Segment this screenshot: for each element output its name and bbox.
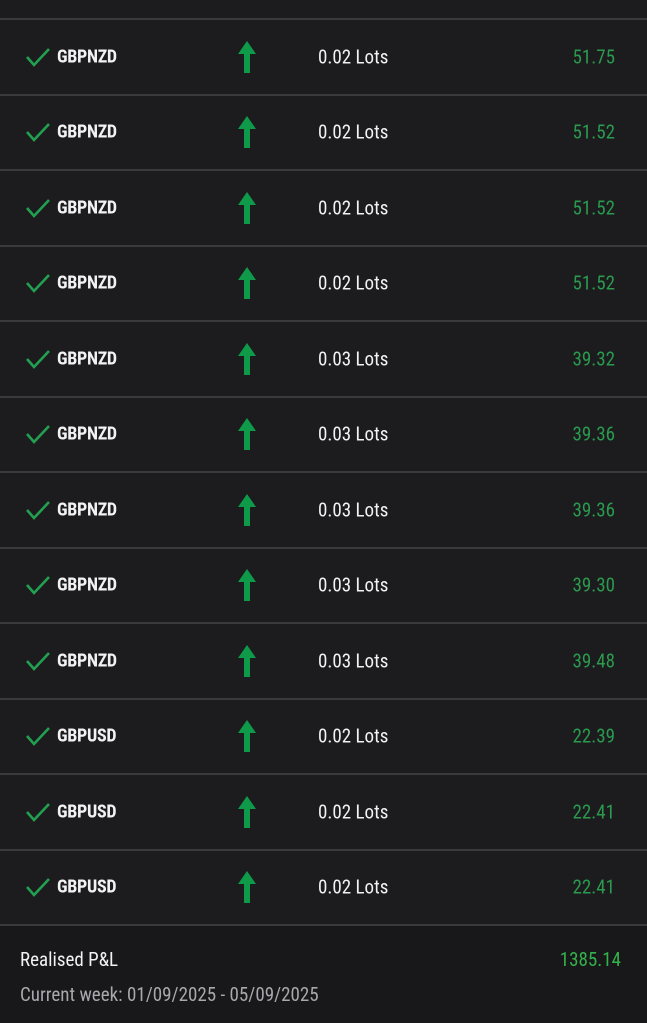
trade-symbol: GBPUSD xyxy=(57,876,117,898)
trade-row[interactable]: GBPNZD 0.02 Lots 51.75 xyxy=(0,20,647,96)
check-icon xyxy=(26,500,50,520)
check-icon xyxy=(26,198,50,218)
trade-pnl: 51.52 xyxy=(572,120,615,144)
trade-volume: 0.02 Lots xyxy=(318,196,389,220)
check-icon xyxy=(26,878,50,898)
arrow-up-icon xyxy=(238,40,256,73)
arrow-up-icon xyxy=(238,569,256,602)
check-icon xyxy=(26,802,50,822)
trade-pnl: 51.52 xyxy=(572,271,615,295)
trade-row[interactable]: GBPNZD 0.03 Lots 39.48 xyxy=(0,624,647,700)
realised-pnl-label: Realised P&L xyxy=(20,948,119,971)
arrow-up-icon xyxy=(238,116,256,149)
trade-pnl: 22.41 xyxy=(572,800,615,824)
trade-volume: 0.02 Lots xyxy=(318,271,389,295)
trade-volume: 0.03 Lots xyxy=(318,422,389,446)
trade-row[interactable]: GBPNZD 0.03 Lots 39.32 xyxy=(0,322,647,398)
check-icon xyxy=(26,274,50,294)
trade-row[interactable]: GBPNZD 0.03 Lots 39.36 xyxy=(0,473,647,549)
trade-pnl: 22.41 xyxy=(572,875,615,899)
check-icon xyxy=(26,47,50,67)
arrow-up-icon xyxy=(238,795,256,828)
realised-pnl-total: 1385.14 xyxy=(559,948,621,971)
trade-volume: 0.03 Lots xyxy=(318,649,389,673)
arrow-up-icon xyxy=(238,644,256,677)
trade-symbol: GBPNZD xyxy=(57,46,117,68)
trade-volume: 0.03 Lots xyxy=(318,498,389,522)
check-icon xyxy=(26,727,50,747)
trade-volume: 0.02 Lots xyxy=(318,875,389,899)
trade-symbol: GBPUSD xyxy=(57,725,117,747)
arrow-up-icon xyxy=(238,418,256,451)
trade-pnl: 22.39 xyxy=(572,724,615,748)
trade-row[interactable]: GBPUSD 0.02 Lots 22.41 xyxy=(0,851,647,926)
trade-symbol: GBPNZD xyxy=(57,272,117,294)
trade-list[interactable]: GBPNZD 0.02 Lots 51.75 GBPNZD 0.02 Lots … xyxy=(0,20,647,926)
list-top-divider xyxy=(0,0,647,20)
trade-pnl: 39.36 xyxy=(572,422,615,446)
check-icon xyxy=(26,651,50,671)
trade-symbol: GBPNZD xyxy=(57,574,117,596)
trade-pnl: 39.30 xyxy=(572,573,615,597)
trade-pnl: 39.36 xyxy=(572,498,615,522)
trade-symbol: GBPNZD xyxy=(57,650,117,672)
trade-volume: 0.03 Lots xyxy=(318,347,389,371)
trade-symbol: GBPNZD xyxy=(57,197,117,219)
arrow-up-icon xyxy=(238,191,256,224)
trade-volume: 0.02 Lots xyxy=(318,724,389,748)
trade-row[interactable]: GBPNZD 0.02 Lots 51.52 xyxy=(0,96,647,171)
check-icon xyxy=(26,123,50,143)
trade-row[interactable]: GBPUSD 0.02 Lots 22.39 xyxy=(0,700,647,775)
trade-pnl: 51.52 xyxy=(572,196,615,220)
trade-row[interactable]: GBPNZD 0.02 Lots 51.52 xyxy=(0,171,647,247)
trade-symbol: GBPNZD xyxy=(57,423,117,445)
date-range: Current week: 01/09/2025 - 05/09/2025 xyxy=(20,983,319,1006)
trade-row[interactable]: GBPNZD 0.02 Lots 51.52 xyxy=(0,247,647,322)
trade-volume: 0.03 Lots xyxy=(318,573,389,597)
trade-symbol: GBPUSD xyxy=(57,801,117,823)
trade-symbol: GBPNZD xyxy=(57,348,117,370)
trade-volume: 0.02 Lots xyxy=(318,45,389,69)
pnl-summary: Realised P&L 1385.14 Current week: 01/09… xyxy=(0,926,647,1023)
trade-row[interactable]: GBPUSD 0.02 Lots 22.41 xyxy=(0,775,647,851)
arrow-up-icon xyxy=(238,493,256,526)
arrow-up-icon xyxy=(238,342,256,375)
arrow-up-icon xyxy=(238,871,256,904)
trade-volume: 0.02 Lots xyxy=(318,120,389,144)
trade-symbol: GBPNZD xyxy=(57,499,117,521)
check-icon xyxy=(26,576,50,596)
arrow-up-icon xyxy=(238,720,256,753)
trade-row[interactable]: GBPNZD 0.03 Lots 39.30 xyxy=(0,549,647,624)
trade-pnl: 39.32 xyxy=(572,347,615,371)
check-icon xyxy=(26,349,50,369)
trade-symbol: GBPNZD xyxy=(57,121,117,143)
check-icon xyxy=(26,425,50,445)
trade-row[interactable]: GBPNZD 0.03 Lots 39.36 xyxy=(0,398,647,473)
trade-pnl: 39.48 xyxy=(572,649,615,673)
arrow-up-icon xyxy=(238,267,256,300)
trade-volume: 0.02 Lots xyxy=(318,800,389,824)
trade-pnl: 51.75 xyxy=(572,45,615,69)
